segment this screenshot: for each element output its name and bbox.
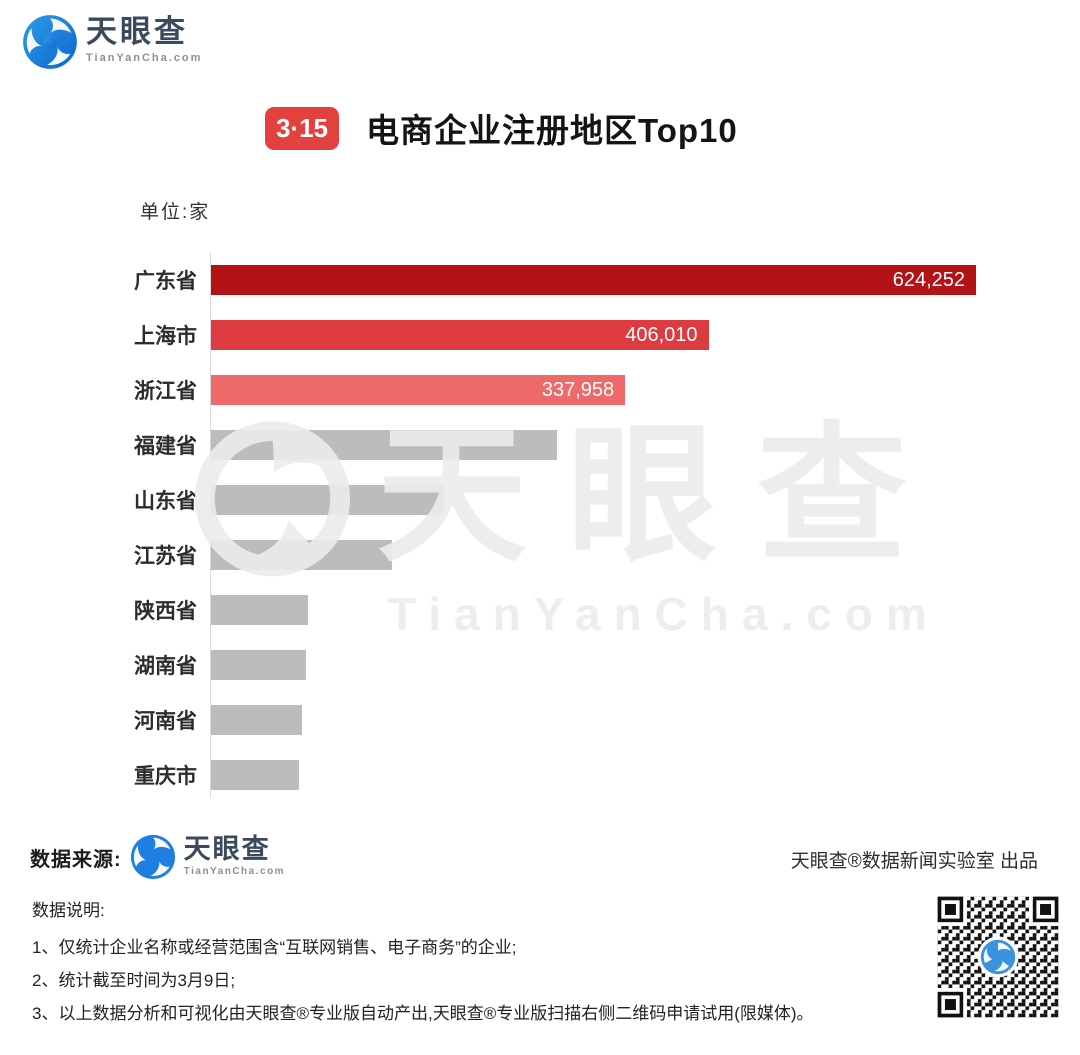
bar-row: 山东省: [0, 485, 1080, 515]
category-label: 湖南省: [134, 655, 197, 678]
category-label: 上海市: [134, 325, 197, 348]
category-label: 陕西省: [134, 600, 197, 623]
bar: [211, 595, 309, 625]
bar-row: 重庆市: [0, 760, 1080, 790]
bar-value-label: 406,010: [625, 324, 698, 346]
category-label: 福建省: [134, 435, 197, 458]
bar-row: 浙江省 337,958: [0, 375, 1080, 405]
source-label: 数据来源:: [30, 848, 122, 871]
note-line: 3、以上数据分析和可视化由天眼查®专业版自动产出,天眼查®专业版扫描右侧二维码申…: [32, 1004, 814, 1023]
bar-value-label: 337,958: [541, 379, 615, 401]
bar-row: 广东省 624,252: [0, 265, 1080, 295]
bar: [211, 650, 306, 680]
bar-track: [211, 540, 976, 570]
bar: 337,958: [211, 375, 626, 405]
category-label: 江苏省: [134, 545, 197, 568]
tianyancha-eye-icon: [130, 834, 175, 880]
category-label: 河南省: [134, 710, 197, 733]
bar-track: [211, 650, 976, 680]
bar-track: [211, 430, 976, 460]
source-row: 数据来源: 天眼查 TianYanCha.com: [30, 834, 285, 880]
note-line: 2、统计截至时间为3月9日;: [32, 971, 236, 990]
bar-track: [211, 485, 976, 515]
brand-name: 天眼查: [86, 14, 188, 49]
bar: 624,252: [211, 265, 976, 295]
brand-name: 天眼查: [183, 834, 271, 864]
bar-chart: 广东省 624,252 上海市 406,010 浙江省 337,958 福建省 …: [0, 253, 1080, 798]
bar: [211, 485, 445, 515]
bar-track: 624,252: [211, 265, 976, 295]
category-label: 浙江省: [134, 380, 197, 403]
source-brand-text: 天眼查 TianYanCha.com: [184, 834, 285, 877]
bar-row: 江苏省: [0, 540, 1080, 570]
bar: [211, 540, 393, 570]
brand-logo-text: 天眼查 TianYanCha.com: [86, 14, 202, 64]
unit-label: 单位:家: [140, 202, 211, 223]
category-label: 广东省: [134, 270, 197, 293]
bar-track: [211, 595, 976, 625]
brand-url: TianYanCha.com: [183, 866, 286, 877]
page-title: 电商企业注册地区Top10: [366, 112, 738, 149]
bar: [211, 760, 299, 790]
source-brand-logo: 天眼查 TianYanCha.com: [130, 834, 285, 880]
notes-section: 数据说明: 1、仅统计企业名称或经营范围含“互联网销售、电子商务”的企业; 2、…: [32, 896, 912, 1030]
tianyancha-eye-icon: [23, 15, 77, 69]
note-line: 1、仅统计企业名称或经营范围含“互联网销售、电子商务”的企业;: [32, 938, 517, 957]
brand-logo: 天眼查 TianYanCha.com: [22, 14, 202, 70]
bar: [211, 705, 302, 735]
bar-row: 上海市 406,010: [0, 320, 1080, 350]
title-row: 3·15 电商企业注册地区Top10: [265, 104, 738, 152]
category-label: 重庆市: [134, 765, 197, 788]
bar-row: 湖南省: [0, 650, 1080, 680]
category-label: 山东省: [134, 490, 197, 513]
bar-row: 福建省: [0, 430, 1080, 460]
notes-heading: 数据说明:: [32, 901, 105, 920]
bar-track: 406,010: [211, 320, 976, 350]
bar: 406,010: [211, 320, 709, 350]
qr-code: [934, 893, 1062, 1021]
bar-track: [211, 705, 976, 735]
bar-row: 河南省: [0, 705, 1080, 735]
brand-url: TianYanCha.com: [86, 52, 203, 64]
bar-value-label: 624,252: [892, 269, 965, 291]
bar-row: 陕西省: [0, 595, 1080, 625]
date-badge: 3·15: [265, 106, 339, 150]
bar-track: [211, 760, 976, 790]
credit-text: 天眼查®数据新闻实验室 出品: [790, 851, 1038, 872]
bar-track: 337,958: [211, 375, 976, 405]
bar: [211, 430, 557, 460]
